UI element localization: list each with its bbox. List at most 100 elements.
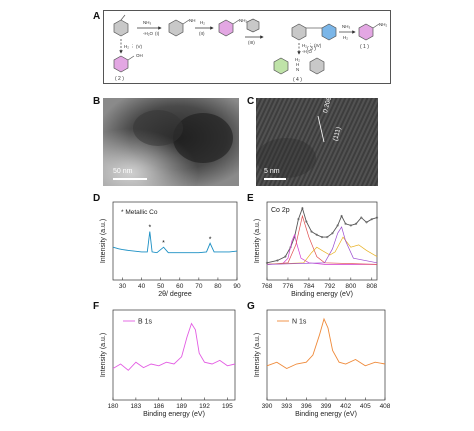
x-tick-label: 808 xyxy=(366,283,377,290)
series-line-0 xyxy=(266,317,386,370)
x-tick-label: 183 xyxy=(130,403,141,410)
reaction-scheme xyxy=(103,10,391,84)
data-point xyxy=(336,224,339,227)
plot-frame xyxy=(112,309,236,401)
x-tick-label: 30 xyxy=(119,283,127,290)
group-nh2-1: NH₂ xyxy=(379,22,387,27)
x-tick-label: 390 xyxy=(262,403,273,410)
side-iv-label: H₂ ⋮ (IV) xyxy=(302,43,322,48)
data-point xyxy=(354,222,358,225)
b1s-xps-chart: 180 183 186 189 192 195 Binding energy (eV) Int… xyxy=(100,309,236,418)
data-point xyxy=(276,259,279,262)
y-axis-label: Intensity (a.u.) xyxy=(254,219,261,263)
data-point xyxy=(284,255,287,258)
reaction-scheme-drawing: NH₃ -H₂O (I) H₂ (II) (III) NH₃ H₂ H₂ ⋮ (… xyxy=(113,14,387,83)
side-iv-sub: -H₂O xyxy=(302,49,312,54)
arrow-4-top: NH₃ xyxy=(342,24,350,29)
legend-metallic-co: * Metallic Co xyxy=(121,209,158,216)
y-axis-label: Intensity (a.u.) xyxy=(100,219,107,263)
x-tick-label: 393 xyxy=(281,403,292,410)
data-point xyxy=(326,235,329,239)
product-4-rings xyxy=(273,57,325,75)
series-line-fit-a xyxy=(266,233,377,265)
imine-ring xyxy=(168,19,190,37)
data-point xyxy=(297,218,300,221)
group-nh: NH xyxy=(189,18,196,23)
compound-3-label: ( 3 ) xyxy=(307,46,316,52)
x-tick-label: 408 xyxy=(380,403,390,410)
product-2-ring xyxy=(113,55,135,73)
arrow-ii-number: (II) xyxy=(199,31,205,36)
lattice-marker xyxy=(317,115,325,143)
series-line-data xyxy=(266,206,378,264)
data-point xyxy=(305,220,308,223)
x-tick-label: 180 xyxy=(108,403,119,410)
compound-2-label: ( 2 ) xyxy=(115,76,124,82)
chart-title-co2p: Co 2p xyxy=(271,207,290,214)
compound-1-label: ( 1 ) xyxy=(360,44,369,50)
compound-4-label: ( 4 ) xyxy=(293,77,302,83)
group-nh2-ii: NH₂ xyxy=(239,18,247,23)
group-oh: OH xyxy=(136,53,143,58)
x-tick-label: 192 xyxy=(199,403,210,410)
group-n: N xyxy=(296,67,299,72)
arrow-i-top: NH₃ xyxy=(143,20,151,25)
arrow-i-bottom: -H₂O xyxy=(143,31,153,36)
x-tick-label: 189 xyxy=(176,403,187,410)
series-line-fit-c xyxy=(266,236,378,265)
x-tick-label: 396 xyxy=(301,403,312,410)
y-axis-label: Intensity (a.u.) xyxy=(254,333,261,377)
x-tick-label: 70 xyxy=(195,283,203,290)
x-tick-label: 768 xyxy=(262,283,273,290)
xrd-chart: 30 40 50 60 70 80 90 2θ/ degree Intensity (a.u.)… xyxy=(100,201,241,298)
panel-label-b: B xyxy=(93,96,101,107)
tem-image-b: 50 nm xyxy=(103,98,239,186)
data-point xyxy=(375,216,379,219)
peak-marker: * xyxy=(148,225,151,232)
x-tick-label: 90 xyxy=(233,283,241,290)
panel-label-a: A xyxy=(93,11,101,22)
x-tick-label: 784 xyxy=(303,283,314,290)
x-axis-label: 2θ/ degree xyxy=(158,291,192,298)
product-1-ring xyxy=(358,23,380,41)
data-point xyxy=(370,218,373,221)
legend-label: B 1s xyxy=(138,319,153,326)
x-tick-label: 402 xyxy=(340,403,351,410)
peak-marker: * xyxy=(209,236,212,243)
scale-label-c: 5 nm xyxy=(264,168,280,175)
series-line-0 xyxy=(112,322,236,371)
x-tick-label: 50 xyxy=(157,283,165,290)
side-iv-bottom: H₂ xyxy=(295,57,300,62)
data-point xyxy=(301,207,304,210)
co2p-xps-chart: 768 776 784 792 800 808 Binding energy (eV) Int… xyxy=(254,201,379,298)
x-tick-label: 186 xyxy=(153,403,164,410)
amine-ring xyxy=(218,19,240,37)
panel-label-f: F xyxy=(93,301,100,312)
arrow-4-bottom: H₂ xyxy=(343,35,348,40)
tem-image-c: 0.206 nm (111) 5 nm xyxy=(256,98,378,186)
data-point xyxy=(331,232,334,235)
panel-label-d: D xyxy=(93,193,101,204)
x-tick-label: 80 xyxy=(214,283,222,290)
data-point xyxy=(315,233,318,236)
group-h: H xyxy=(296,62,299,67)
series-line-fit-b xyxy=(266,214,378,265)
plot-frame xyxy=(266,201,378,281)
data-point xyxy=(344,222,347,225)
arrow-ii-top: H₂ xyxy=(200,20,205,25)
legend-label: N 1s xyxy=(292,319,307,326)
compound-3-rings xyxy=(291,23,337,41)
data-point xyxy=(320,235,324,239)
benzaldehyde-ring xyxy=(113,14,129,37)
x-tick-label: 792 xyxy=(324,283,335,290)
x-tick-label: 800 xyxy=(345,283,356,290)
series-line-0 xyxy=(112,231,238,254)
side-v-label: H₂ ⋮ (V) xyxy=(124,44,142,49)
series-line-fit-d xyxy=(266,226,378,265)
panel-label-c: C xyxy=(247,96,255,107)
scale-label-b: 50 nm xyxy=(113,168,133,175)
scale-bar-b xyxy=(113,178,147,180)
panel-label-e: E xyxy=(247,193,254,204)
data-point xyxy=(349,224,352,227)
data-point xyxy=(360,216,363,219)
